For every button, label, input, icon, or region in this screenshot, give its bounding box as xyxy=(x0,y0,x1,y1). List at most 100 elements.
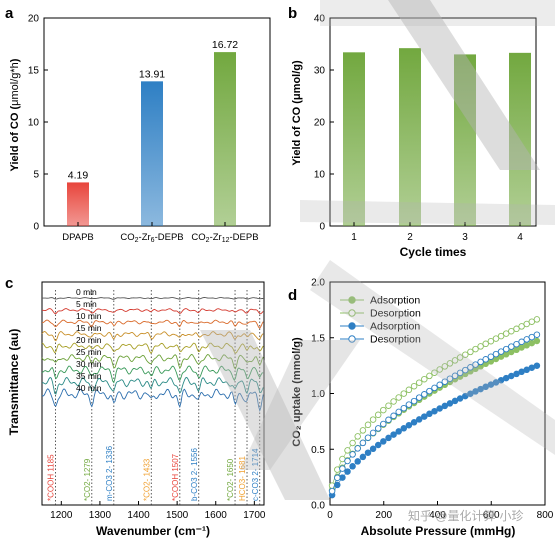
panel-d-point xyxy=(380,406,387,414)
panel-d-point xyxy=(472,361,479,368)
panel-d-point xyxy=(426,387,433,395)
panel-b-ytick-label: 40 xyxy=(314,14,326,25)
panel-d-xtick-label: 0 xyxy=(327,510,333,521)
panel-c-xtick-label: 1200 xyxy=(50,510,73,521)
panel-c-xlabel: Wavenumber (cm⁻¹) xyxy=(96,524,210,538)
panel-c-peak-label: *CO2- 1650 xyxy=(226,458,235,501)
panel-d-point xyxy=(390,431,397,438)
panel-d-point xyxy=(456,354,464,361)
panel-d-point xyxy=(349,451,356,458)
panel-d-point xyxy=(436,381,443,389)
panel-c-peak-label: HCO3- 1681 xyxy=(238,456,247,501)
panel-d-ytick-label: 1.5 xyxy=(311,333,325,344)
panel-d-point xyxy=(446,400,454,407)
panel-d-point xyxy=(410,382,418,390)
panel-b-xlabel: Cycle times xyxy=(400,245,467,259)
watermark-text: 知乎 @量化计算-小珍 xyxy=(408,508,524,523)
panel-d-point xyxy=(395,428,402,435)
panel-d-point xyxy=(354,458,361,465)
panel-d-point xyxy=(431,369,438,376)
panel-c-series-label: 5 min xyxy=(76,299,97,309)
panel-d-point xyxy=(390,412,397,420)
panel-c-peak-label: *COOH 1185 xyxy=(47,454,56,501)
panel-d-legend-marker xyxy=(348,309,356,317)
panel-c-xtick-label: 1300 xyxy=(89,510,112,521)
panel-c-peak-label: *COOH 1507 xyxy=(171,453,180,501)
panel-c-peak-label: m-CO3 2- 1336 xyxy=(105,445,114,501)
panel-d-point xyxy=(385,402,392,409)
panel-a-value-label: 13.91 xyxy=(139,68,165,80)
panel-c-spectrum xyxy=(41,308,264,315)
panel-d-point xyxy=(405,421,413,429)
panel-d-point xyxy=(426,372,433,380)
panel-a-bar xyxy=(141,81,163,226)
panel-d-point xyxy=(436,366,443,373)
panel-d-legend-marker xyxy=(348,335,356,343)
panel-d-point xyxy=(334,474,341,482)
panel-a-ylabel: Yield of CO (μmol/g*h) xyxy=(9,58,21,171)
panel-c-series-label: 25 min xyxy=(76,347,102,357)
panel-d-legend-label: Adsorption xyxy=(370,295,420,307)
annotation-layer xyxy=(200,0,555,500)
panel-d-point xyxy=(482,340,489,348)
panel-c-series-label: 15 min xyxy=(76,323,102,333)
panel-c-peak-label: c-CO3 2- 1714 xyxy=(251,448,260,501)
panel-d-point xyxy=(492,350,500,358)
panel-d-point xyxy=(508,343,515,350)
panel-d-point xyxy=(385,434,392,442)
panel-d-point xyxy=(431,384,438,392)
panel-d-point xyxy=(369,429,377,437)
panel-d-point xyxy=(354,433,361,440)
panel-d-legend-label: Adsorption xyxy=(370,321,420,333)
panel-d-point xyxy=(472,345,479,353)
panel-d-point xyxy=(523,320,530,328)
panel-d-point xyxy=(497,332,505,340)
panel-d-legend-marker xyxy=(348,296,356,304)
panel-d-point xyxy=(334,466,341,473)
panel-a-ytick-label: 10 xyxy=(28,118,40,129)
panel-d-point xyxy=(451,357,459,364)
panel-d-point xyxy=(436,405,443,412)
panel-d-point xyxy=(462,366,469,374)
panel-d-ytick-label: 1.0 xyxy=(311,389,325,400)
chart-layer: 051015204.19DPAPB13.91CO2-Zr6-DEPB16.72C… xyxy=(28,14,554,522)
panel-d-point xyxy=(415,394,423,401)
panel-d-point xyxy=(482,383,489,391)
panel-d-point xyxy=(415,379,423,386)
panel-d-point xyxy=(415,416,423,423)
panel-d-point xyxy=(492,335,500,342)
panel-b-bar xyxy=(343,52,365,226)
panel-d-point xyxy=(385,416,392,424)
panel-b-ytick-label: 30 xyxy=(314,66,326,77)
panel-d-xtick-label: 400 xyxy=(429,510,446,521)
panel-d-point xyxy=(364,421,372,429)
panel-b-ytick-label: 0 xyxy=(319,222,325,233)
panel-d-point xyxy=(374,441,382,449)
panel-d-point xyxy=(477,358,484,366)
panel-d-point xyxy=(502,330,510,337)
panel-d-point xyxy=(369,445,377,453)
panel-d-point xyxy=(477,343,484,350)
panel-d-xtick-label: 600 xyxy=(483,510,500,521)
panel-d-point xyxy=(513,340,520,348)
panel-d-point xyxy=(359,439,367,447)
panel-d-point xyxy=(380,420,387,428)
panel-d-point xyxy=(446,375,454,382)
panel-d-point xyxy=(502,345,510,353)
panel-d-point xyxy=(339,465,346,472)
panel-d-point xyxy=(400,404,408,412)
panel-c-peak-label: *CO2- 1433 xyxy=(142,458,151,501)
panel-c-xtick-label: 1500 xyxy=(166,510,189,521)
panel-d-point xyxy=(528,333,536,341)
panel-c-spectrum xyxy=(41,376,264,395)
panel-b-xtick-label: 1 xyxy=(351,232,357,243)
panel-d-point xyxy=(400,390,408,397)
watermark-stroke xyxy=(320,0,555,26)
panel-d-point xyxy=(467,348,474,356)
panel-d-point xyxy=(472,388,479,395)
panel-d-point xyxy=(344,447,351,454)
panel-d-point xyxy=(441,378,449,385)
panel-d-point xyxy=(497,348,505,355)
panel-d-point xyxy=(328,487,336,495)
panel-a-category-label: CO2-Zr12-DEPB xyxy=(191,232,258,244)
